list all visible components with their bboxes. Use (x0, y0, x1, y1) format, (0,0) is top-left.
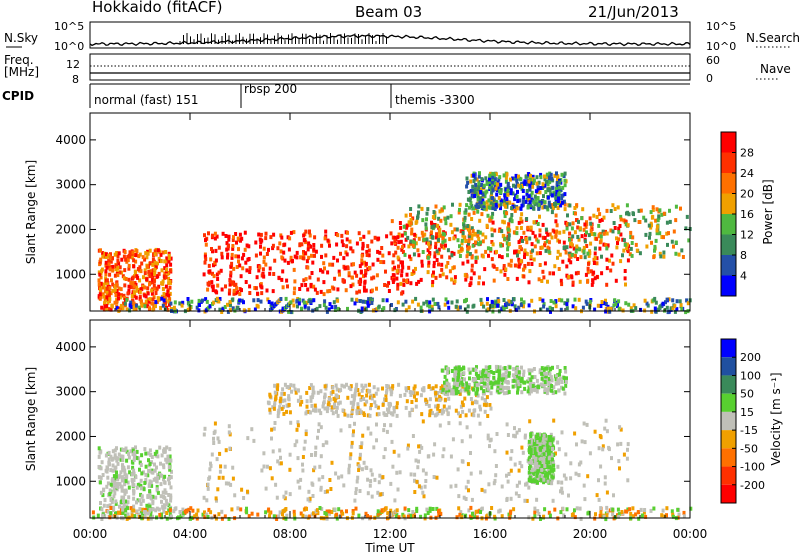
cpid-mode-2: rbsp 200 (244, 82, 297, 96)
noise-left-tick-bottom: 10^0 (54, 40, 84, 53)
power-colorbar-swatch (721, 193, 736, 214)
velocity-colorbar-tick-label: 15 (740, 406, 754, 419)
velocity-colorbar-swatch (721, 375, 736, 394)
power-colorbar-tick-label: 28 (740, 147, 754, 160)
power-colorbar-tick-label: 24 (740, 167, 754, 180)
cpid-panel: CPID normal (fast) 151 rbsp 200 themis -… (2, 82, 690, 108)
velocity-ytick-label: 4000 (55, 340, 86, 354)
freq-tick-bottom: 8 (72, 73, 79, 86)
power-colorbar-swatch (721, 152, 736, 173)
xtick-label: 00:00 (673, 527, 708, 541)
velocity-axes: 1000 2000 3000 4000 00:00 04:00 08:00 12:00 16:0… (55, 320, 707, 541)
velocity-colorbar-tick-label: -15 (740, 424, 758, 437)
velocity-colorbar-swatch (721, 448, 736, 467)
power-ylabel: Slant Range [km] (24, 160, 38, 264)
velocity-colorbar-tick-label: -100 (740, 461, 765, 474)
velocity-ylabel: Slant Range [km] (24, 367, 38, 471)
velocity-heatmap (91, 364, 693, 522)
cpid-mode-1: normal (fast) 151 (94, 93, 198, 107)
noise-panel: N.Sky 10^5 10^0 10^5 10^0 N.Search (4, 20, 800, 53)
station-title: Hokkaido (fitACF) (92, 0, 223, 16)
noise-right-tick-top: 10^5 (706, 20, 736, 33)
freq-label-line1: Freq. (4, 53, 34, 67)
power-colorbar-tick-label: 8 (740, 249, 747, 262)
velocity-colorbar: 200 100 50 15 -15 -50 -100 -200 (720, 338, 765, 504)
velocity-colorbar-tick-label: 100 (740, 369, 761, 382)
velocity-colorbar-swatch (721, 430, 736, 449)
noise-left-tick-top: 10^5 (54, 20, 84, 33)
velocity-ytick-label: 1000 (55, 474, 86, 488)
velocity-ytick-label: 2000 (55, 429, 86, 443)
velocity-ytick-label: 3000 (55, 385, 86, 399)
power-colorbar: 4 8 12 16 20 24 28 (720, 131, 754, 297)
freq-panel: Freq. [MHz] 12 8 60 0 Nave (4, 53, 791, 86)
nave-label: Nave (760, 62, 791, 76)
velocity-colorbar-label: Velocity [m s⁻¹] (769, 372, 783, 465)
freq-tick-top: 12 (66, 58, 80, 71)
power-colorbar-swatch (721, 234, 736, 255)
xtick-label: 16:00 (473, 527, 508, 541)
noise-left-label: N.Sky (4, 31, 38, 45)
velocity-colorbar-tick-label: -50 (740, 442, 758, 455)
noise-right-tick-bottom: 10^0 (706, 40, 736, 53)
power-colorbar-swatch (721, 173, 736, 194)
cpid-label: CPID (2, 89, 34, 103)
velocity-colorbar-swatch (721, 339, 736, 358)
noise-right-label: N.Search (746, 31, 800, 45)
power-colorbar-tick-label: 20 (740, 188, 754, 201)
power-colorbar-swatch (721, 214, 736, 235)
power-colorbar-tick-label: 4 (740, 270, 747, 283)
velocity-colorbar-swatch (721, 393, 736, 412)
velocity-panel: 1000 2000 3000 4000 00:00 04:00 08:00 12:00 16:0… (24, 319, 783, 541)
power-ytick-label: 2000 (55, 222, 86, 236)
power-colorbar-swatch (721, 132, 736, 153)
freq-label-line2: [MHz] (4, 65, 39, 79)
xtick-label: 20:00 (573, 527, 608, 541)
power-heatmap (97, 171, 692, 315)
velocity-colorbar-swatch (721, 466, 736, 485)
power-panel: 1000 2000 3000 4000 Slant Range [km] 4 8 12 16… (24, 112, 775, 315)
xtick-label: 00:00 (73, 527, 108, 541)
noise-trace (89, 33, 691, 47)
beam-label: Beam 03 (355, 3, 422, 21)
velocity-colorbar-tick-label: -200 (740, 479, 765, 492)
power-ytick-label: 1000 (55, 267, 86, 281)
power-colorbar-swatch (721, 275, 736, 296)
power-colorbar-tick-label: 16 (740, 208, 754, 221)
power-axes: 1000 2000 3000 4000 (55, 113, 691, 311)
power-ytick-label: 3000 (55, 178, 86, 192)
power-colorbar-label: Power [dB] (761, 179, 775, 244)
velocity-colorbar-swatch (721, 484, 736, 503)
power-colorbar-swatch (721, 255, 736, 276)
xtick-label: 12:00 (373, 527, 408, 541)
nave-tick-top: 60 (706, 54, 720, 67)
velocity-frame (89, 319, 691, 519)
velocity-colorbar-swatch (721, 411, 736, 431)
x-axis-label: Time UT (364, 541, 415, 554)
date-label: 21/Jun/2013 (588, 3, 679, 21)
velocity-colorbar-swatch (721, 357, 736, 376)
cpid-mode-3: themis -3300 (395, 93, 475, 107)
velocity-colorbar-tick-label: 50 (740, 388, 754, 401)
nave-tick-bottom: 0 (706, 72, 713, 85)
velocity-colorbar-frame (720, 338, 737, 504)
power-ytick-label: 4000 (55, 133, 86, 147)
power-colorbar-tick-label: 12 (740, 229, 754, 242)
xtick-label: 08:00 (273, 527, 308, 541)
xtick-label: 04:00 (173, 527, 208, 541)
velocity-colorbar-tick-label: 200 (740, 351, 761, 364)
